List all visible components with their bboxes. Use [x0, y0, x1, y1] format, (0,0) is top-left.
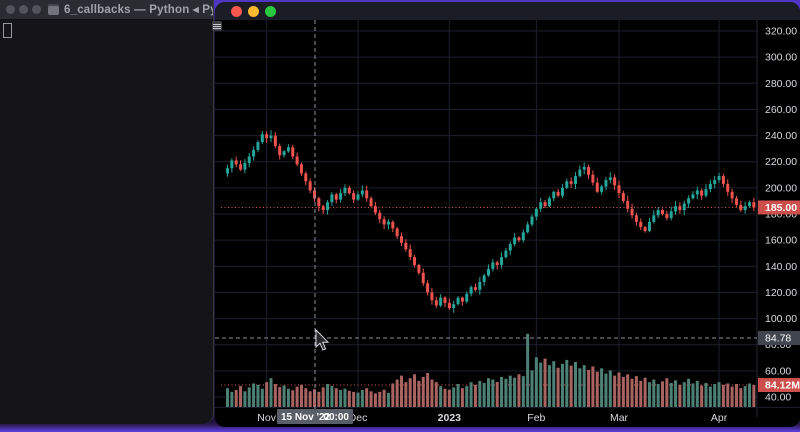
candles: [226, 130, 756, 313]
zoom-button-icon[interactable]: [32, 5, 41, 14]
svg-text:2023: 2023: [438, 412, 462, 424]
crosshair-price-label: [758, 331, 800, 345]
svg-text:260.00: 260.00: [765, 104, 797, 116]
svg-text:160.00: 160.00: [765, 235, 797, 247]
price-lines: [221, 206, 757, 386]
svg-text:240.00: 240.00: [765, 130, 797, 142]
volume-histogram: [226, 333, 756, 407]
svg-text:Nov: Nov: [257, 412, 276, 424]
time-axis[interactable]: Nov Dec 2023 Feb Mar Apr: [257, 412, 727, 424]
terminal-titlebar[interactable]: 6_callbacks — Python ◂ Python...: [0, 0, 213, 20]
svg-text:185.00: 185.00: [765, 202, 797, 214]
svg-text:40.00: 40.00: [765, 392, 791, 404]
svg-text:320.00: 320.00: [765, 26, 797, 38]
minimize-button-icon[interactable]: [19, 5, 28, 14]
svg-text:100.00: 100.00: [765, 313, 797, 325]
svg-text:Feb: Feb: [527, 412, 545, 424]
close-button-icon[interactable]: [231, 5, 242, 17]
svg-text:00:00: 00:00: [323, 412, 349, 423]
terminal-cursor: [3, 23, 12, 38]
svg-text:200.00: 200.00: [765, 182, 797, 194]
svg-text:220.00: 220.00: [765, 156, 797, 168]
crosshair: [215, 20, 757, 409]
svg-text:84.78: 84.78: [765, 333, 791, 345]
chart-window: 320.00 300.00 280.00 260.00 240.00 220.00 200.…: [215, 2, 800, 427]
svg-text:Apr: Apr: [711, 412, 728, 424]
last-volume-label: [758, 378, 800, 392]
terminal-window: 6_callbacks — Python ◂ Python...: [0, 0, 214, 424]
candlestick-chart[interactable]: 320.00 300.00 280.00 260.00 240.00 220.00 200.…: [215, 20, 800, 427]
chart-window-titlebar[interactable]: [215, 2, 800, 20]
svg-text:Mar: Mar: [610, 412, 629, 424]
terminal-window-title: 6_callbacks — Python ◂ Python...: [64, 4, 213, 16]
menu-icon[interactable]: [212, 21, 222, 31]
svg-text:84.12M: 84.12M: [765, 380, 800, 392]
svg-text:140.00: 140.00: [765, 261, 797, 273]
svg-text:280.00: 280.00: [765, 78, 797, 90]
price-axis[interactable]: 320.00 300.00 280.00 260.00 240.00 220.00 200.…: [765, 26, 797, 404]
svg-text:120.00: 120.00: [765, 287, 797, 299]
svg-text:300.00: 300.00: [765, 52, 797, 64]
grid-lines: [215, 20, 757, 407]
minimize-button-icon[interactable]: [248, 5, 259, 17]
axis-price-labels: 185.00 84.12M: [758, 200, 800, 392]
axis-borders: [215, 20, 800, 417]
close-button-icon[interactable]: [6, 5, 15, 14]
svg-text:60.00: 60.00: [765, 365, 791, 377]
mouse-cursor: [315, 328, 330, 351]
svg-text:Dec: Dec: [349, 412, 368, 424]
zoom-button-icon[interactable]: [265, 5, 276, 17]
svg-text:15 Nov '22: 15 Nov '22: [281, 412, 331, 423]
crosshair-time-label: [277, 409, 353, 424]
last-price-label: [758, 200, 800, 215]
session-icon: [48, 4, 59, 15]
